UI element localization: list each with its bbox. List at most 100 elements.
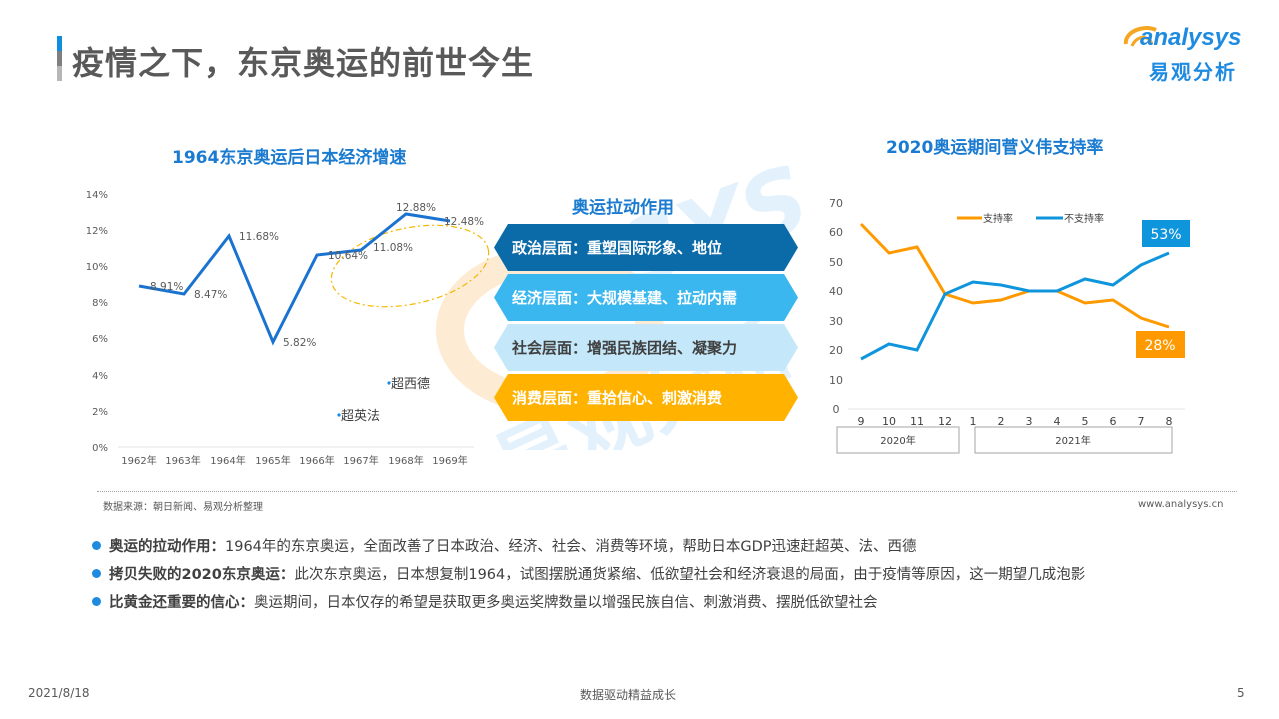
svg-text:3: 3 (1026, 415, 1033, 428)
svg-text:1: 1 (970, 415, 977, 428)
svg-text:53%: 53% (1150, 227, 1181, 243)
page-title: 疫情之下，东京奥运的前世今生 (72, 44, 535, 82)
svg-text:1965年: 1965年 (255, 454, 290, 467)
svg-text:1963年: 1963年 (165, 454, 200, 467)
right-chart-title: 2020奥运期间菅义伟支持率 (886, 138, 1104, 158)
bullet-dot-icon (92, 596, 101, 606)
svg-text:8%: 8% (92, 298, 108, 309)
title-accent-bar (57, 36, 62, 81)
logo-text-cn: 易观分析 (1149, 60, 1237, 84)
data-labels: 8.91% 8.47% 11.68% 5.82% 10.64% 11.08% 1… (150, 202, 484, 349)
annotations: 超英法 超西德 (337, 377, 430, 424)
svg-text:11: 11 (910, 415, 924, 428)
bullet-item: 比黄金还重要的信心： 奥运期间，日本仅存的希望是获取更多奥运奖牌数量以增强民族自… (92, 587, 1085, 615)
source-divider (97, 491, 1237, 492)
svg-text:8: 8 (1166, 415, 1173, 428)
y-axis-ticks: 0% 2% 4% 6% 8% 10% 12% 14% (86, 190, 108, 454)
svg-text:1964年: 1964年 (210, 454, 245, 467)
banner-consumption: 消费层面：重拾信心、刺激消费 (494, 374, 798, 421)
svg-text:11.68%: 11.68% (239, 231, 279, 243)
svg-text:50: 50 (829, 256, 843, 269)
bullet-item: 拷贝失败的2020东京奥运： 此次东京奥运，日本想复制1964，试图摆脱通货紧缩… (92, 559, 1085, 587)
svg-text:1967年: 1967年 (343, 454, 378, 467)
svg-text:6: 6 (1110, 415, 1117, 428)
svg-text:5: 5 (1082, 415, 1089, 428)
analysys-logo: analysys 易观分析 (1122, 18, 1252, 88)
bullet-text: 1964年的东京奥运，全面改善了日本政治、经济、社会、消费等环境，帮助日本GDP… (225, 538, 917, 555)
svg-text:超西德: 超西德 (391, 377, 430, 392)
footer-slogan: 数据驱动精益成长 (580, 688, 677, 702)
svg-text:10.64%: 10.64% (328, 250, 368, 262)
svg-text:2021年: 2021年 (1055, 434, 1090, 447)
svg-text:8.91%: 8.91% (150, 281, 183, 293)
svg-text:4%: 4% (92, 371, 108, 382)
svg-text:12.48%: 12.48% (444, 216, 484, 228)
svg-text:14%: 14% (86, 190, 108, 201)
svg-text:2020年: 2020年 (880, 434, 915, 447)
banner-society: 社会层面：增强民族团结、凝聚力 (494, 324, 798, 371)
bullet-list: 奥运的拉动作用： 1964年的东京奥运，全面改善了日本政治、经济、社会、消费等环… (92, 531, 1085, 615)
svg-text:1969年: 1969年 (432, 454, 467, 467)
svg-text:12%: 12% (86, 226, 108, 237)
bullet-text: 奥运期间，日本仅存的希望是获取更多奥运奖牌数量以增强民族自信、刺激消费、摆脱低欲… (254, 594, 878, 611)
bullet-item: 奥运的拉动作用： 1964年的东京奥运，全面改善了日本政治、经济、社会、消费等环… (92, 531, 1085, 559)
svg-text:5.82%: 5.82% (283, 337, 316, 349)
bullet-dot-icon (92, 568, 101, 578)
legend: 支持率 不支持率 (957, 212, 1104, 225)
svg-text:2: 2 (998, 415, 1005, 428)
svg-text:60: 60 (829, 226, 843, 239)
svg-text:2%: 2% (92, 407, 108, 418)
website-url: www.analysys.cn (1138, 499, 1224, 510)
svg-text:1968年: 1968年 (388, 454, 423, 467)
svg-text:支持率: 支持率 (983, 212, 1013, 225)
y-axis-ticks: 0 10 20 30 40 50 60 70 (829, 197, 843, 416)
banner-politics: 政治层面：重塑国际形象、地位 (494, 224, 798, 271)
gdp-growth-line-chart: 0% 2% 4% 6% 8% 10% 12% 14% 1962年 1963年 1… (86, 190, 490, 467)
svg-text:1966年: 1966年 (299, 454, 334, 467)
support-rate-line (859, 222, 1170, 329)
svg-text:12: 12 (938, 415, 952, 428)
svg-text:6%: 6% (92, 334, 108, 345)
svg-text:0: 0 (833, 403, 840, 416)
svg-text:10%: 10% (86, 262, 108, 273)
svg-text:11.08%: 11.08% (373, 242, 413, 254)
svg-text:30: 30 (829, 315, 843, 328)
approval-rate-line-chart: 0 10 20 30 40 50 60 70 9 10 11 12 1 2 3 … (829, 197, 1190, 454)
bullet-text: 此次东京奥运，日本想复制1964，试图摆脱通货紧缩、低欲望社会和经济衰退的局面，… (294, 566, 1086, 583)
svg-text:超英法: 超英法 (341, 409, 380, 424)
bullet-heading: 奥运的拉动作用： (109, 538, 225, 555)
x-axis-ticks: 1962年 1963年 1964年 1965年 1966年 1967年 1968… (121, 454, 467, 467)
svg-text:20: 20 (829, 344, 843, 357)
svg-text:10: 10 (829, 374, 843, 387)
end-label-support (1136, 331, 1185, 358)
svg-text:7: 7 (1138, 415, 1145, 428)
svg-text:不支持率: 不支持率 (1064, 212, 1104, 225)
end-label-disapproval (1142, 220, 1190, 247)
data-source: 数据来源：朝日新闻、易观分析整理 (103, 502, 263, 513)
gdp-growth-line (138, 212, 451, 346)
banner-economy: 经济层面：大规模基建、拉动内需 (494, 274, 798, 321)
svg-text:9: 9 (858, 415, 865, 428)
svg-text:4: 4 (1054, 415, 1061, 428)
left-chart-title: 1964东京奥运后日本经济增速 (172, 148, 407, 168)
bullet-dot-icon (92, 540, 101, 550)
svg-text:40: 40 (829, 285, 843, 298)
footer-date: 2021/8/18 (28, 686, 90, 700)
svg-text:0%: 0% (92, 443, 108, 454)
center-title: 奥运拉动作用 (572, 198, 674, 218)
svg-text:10: 10 (882, 415, 896, 428)
logo-text-en: analysys (1140, 24, 1242, 51)
svg-text:12.88%: 12.88% (396, 202, 436, 214)
bullet-heading: 比黄金还重要的信心： (109, 594, 254, 611)
highlight-ellipse (330, 224, 490, 308)
svg-text:8.47%: 8.47% (194, 289, 227, 301)
logo-swoosh-icon (1123, 25, 1157, 47)
bullet-heading: 拷贝失败的2020东京奥运： (109, 566, 295, 583)
disapproval-rate-line (860, 251, 1170, 361)
x-axis-ticks: 9 10 11 12 1 2 3 4 5 6 7 8 (858, 415, 1173, 428)
svg-text:70: 70 (829, 197, 843, 210)
year-group-boxes: 2020年 2021年 (836, 426, 1173, 454)
page-number: 5 (1237, 686, 1245, 700)
svg-text:1962年: 1962年 (121, 454, 156, 467)
svg-text:28%: 28% (1144, 338, 1175, 354)
